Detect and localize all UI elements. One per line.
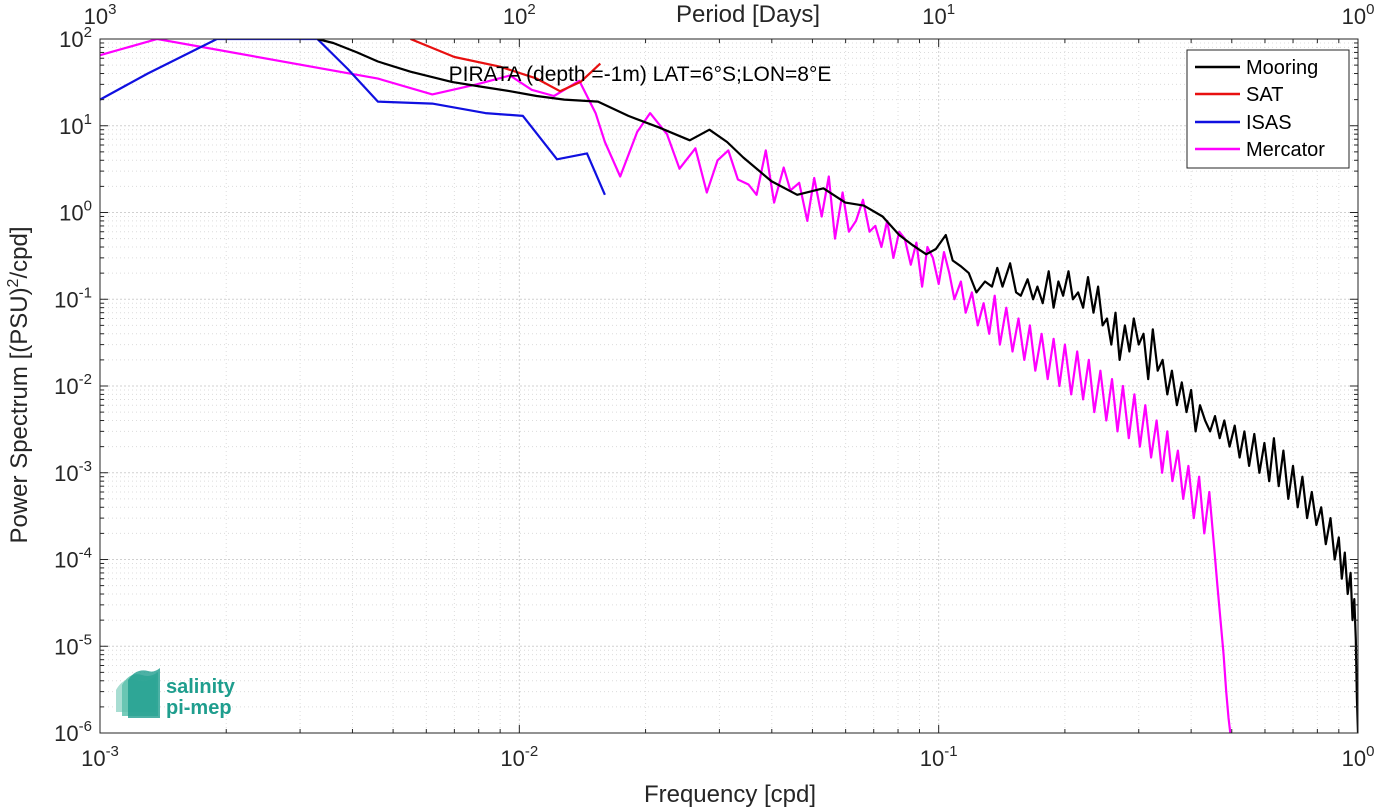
x-tick-label: 10-3 bbox=[81, 743, 119, 771]
y-tick-label: 10-2 bbox=[54, 371, 92, 399]
legend-label-mooring: Mooring bbox=[1246, 57, 1318, 79]
x-tick-label: 10-2 bbox=[500, 743, 538, 771]
legend: Mooring SAT ISAS Mercator bbox=[1186, 49, 1350, 169]
y-axis-label-main: Power Spectrum [(PSU) bbox=[6, 287, 33, 543]
top-x-tick-label: 101 bbox=[922, 1, 955, 29]
top-x-tick-label: 100 bbox=[1342, 1, 1375, 29]
x-axis-label: Frequency [cpd] bbox=[644, 781, 816, 808]
series-line-mooring bbox=[317, 39, 1358, 733]
top-x-tick-label: 103 bbox=[84, 1, 117, 29]
y-tick-label: 101 bbox=[59, 111, 92, 139]
y-axis-label-tail: /cpd] bbox=[6, 226, 33, 278]
grid-lines bbox=[100, 39, 1358, 733]
salinity-pi-mep-logo: salinity pi-mep bbox=[116, 668, 236, 719]
top-x-tick-label: 102 bbox=[503, 1, 536, 29]
y-tick-label: 10-1 bbox=[54, 284, 92, 312]
legend-label-sat: SAT bbox=[1246, 84, 1283, 106]
tick-marks bbox=[99, 39, 1358, 734]
wave-logo-icon bbox=[116, 668, 160, 718]
series-line-sat bbox=[410, 39, 602, 93]
y-tick-label: 10-3 bbox=[54, 458, 92, 486]
y-tick-label: 10-5 bbox=[54, 631, 92, 659]
y-tick-label: 100 bbox=[59, 198, 92, 226]
y-axis-label: Power Spectrum [(PSU)2/cpd] bbox=[5, 226, 33, 543]
logo-text-line1: salinity bbox=[166, 676, 236, 698]
x-tick-label: 10-1 bbox=[920, 743, 958, 771]
y-tick-label: 10-6 bbox=[54, 718, 92, 746]
chart-title: PIRATA (depth =-1m) LAT=6°S;LON=8°E bbox=[449, 63, 832, 86]
tick-labels: 10-3 10-2 10-1 100 102 101 100 10-1 10-2 10-3 10-4… bbox=[54, 1, 1374, 771]
y-tick-label: 102 bbox=[59, 24, 92, 52]
top-x-axis-label: Period [Days] bbox=[676, 1, 820, 28]
series-layer bbox=[100, 39, 1358, 733]
x-tick-label: 100 bbox=[1342, 743, 1375, 771]
series-line-isas bbox=[100, 39, 606, 196]
series-line-mercator bbox=[100, 39, 1232, 733]
legend-label-isas: ISAS bbox=[1246, 112, 1292, 134]
y-axis-label-sup: 2 bbox=[5, 278, 22, 287]
legend-label-mercator: Mercator bbox=[1246, 139, 1325, 161]
y-tick-label: 10-4 bbox=[54, 545, 92, 573]
logo-text-line2: pi-mep bbox=[166, 697, 232, 719]
